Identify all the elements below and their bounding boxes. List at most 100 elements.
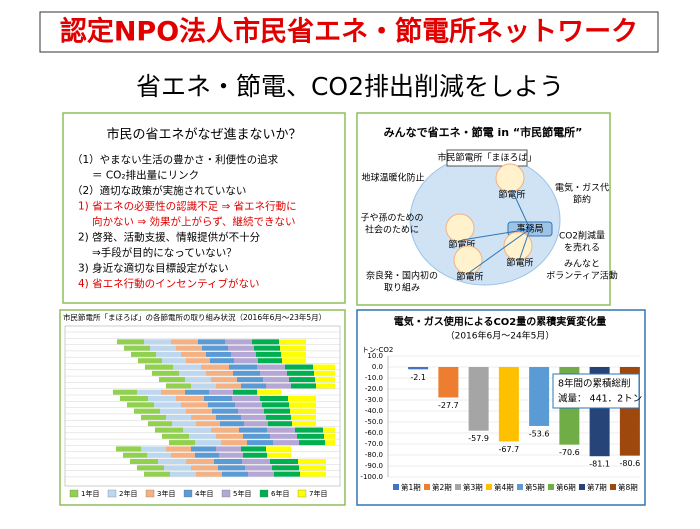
legend-label: 第2期	[432, 482, 452, 492]
table-cell	[229, 364, 257, 370]
table-cell	[289, 377, 315, 383]
table-cell	[239, 427, 267, 433]
table-cell	[181, 351, 206, 357]
table-cell	[134, 408, 160, 414]
legend-swatch	[579, 484, 585, 490]
table-cell	[274, 471, 300, 477]
text-line: （1）やまない生活の豊かさ・利便性の追求	[72, 153, 279, 166]
value-label: -81.1	[589, 460, 610, 469]
center-label: 市民節電所「まほろば」	[437, 152, 536, 164]
text-line: ⇒手段が目的になっていない？	[92, 246, 237, 259]
table-cell	[216, 433, 243, 439]
legend-swatch	[221, 489, 231, 498]
table-cell	[291, 414, 316, 420]
node-label: 節電所	[498, 189, 525, 201]
arrow	[469, 228, 531, 273]
text-line: （2）適切な政策が実施されていない	[72, 184, 246, 197]
y-tick-label: -40.0	[365, 407, 383, 415]
legend-label: 第7期	[587, 482, 607, 492]
y-tick-label: -10.0	[365, 374, 383, 382]
legend-label: 1年目	[81, 489, 99, 498]
text-line: 3) 身近な適切な目標設定がない	[78, 262, 229, 275]
legend-swatch	[107, 489, 117, 498]
table-cell	[299, 440, 325, 446]
table-cell	[243, 433, 270, 439]
table-cell	[183, 427, 211, 433]
table-cell	[220, 421, 244, 427]
table-cell	[169, 440, 195, 446]
table-cell	[206, 370, 233, 376]
table-cell	[186, 459, 214, 464]
table-cell	[113, 389, 137, 395]
table-cell	[191, 383, 216, 389]
table-cell	[279, 339, 306, 345]
table-cell	[247, 440, 273, 446]
table-cell	[202, 345, 228, 351]
legend-swatch	[145, 489, 155, 498]
table-cell	[214, 459, 242, 464]
table-cell	[266, 414, 291, 420]
table-cell	[117, 339, 144, 345]
table-cell	[181, 402, 208, 408]
y-tick-label: -30.0	[365, 396, 383, 404]
legend-swatch	[548, 484, 554, 490]
table-cell	[221, 440, 247, 446]
table-cell	[300, 471, 326, 477]
table-cell	[144, 339, 171, 345]
table-cell	[206, 351, 231, 357]
table-cell	[244, 421, 268, 427]
table-cell	[141, 446, 166, 452]
table-cell	[233, 389, 257, 395]
bar	[468, 367, 489, 431]
table-cell	[237, 377, 263, 383]
table-cell	[137, 465, 164, 471]
table-cell	[256, 351, 281, 357]
network-ellipse	[409, 154, 561, 286]
table-cell	[176, 396, 204, 401]
value-label: -53.6	[529, 429, 550, 438]
table-cell	[235, 402, 262, 408]
legend-swatch	[486, 484, 492, 490]
table-cell	[252, 339, 279, 345]
legend-label: 第1期	[401, 482, 421, 492]
table-cell	[171, 339, 198, 345]
table-cell	[141, 414, 166, 420]
table-cell	[204, 396, 232, 401]
legend-swatch	[517, 484, 523, 490]
y-tick-label: -50.0	[365, 418, 383, 426]
table-cell	[280, 345, 306, 351]
table-cell	[241, 446, 266, 452]
table-cell	[166, 383, 191, 389]
table-cell	[161, 389, 185, 395]
chart-subtitle: （2016年6月～24年5月）	[446, 330, 555, 342]
table-cell	[263, 377, 289, 383]
table-cell	[285, 364, 313, 370]
left-panel	[62, 112, 346, 304]
table-cell	[198, 339, 225, 345]
benefit-label: 取り組み	[384, 282, 420, 294]
table-cell	[288, 396, 316, 401]
table-cell	[325, 440, 335, 446]
value-label: -67.7	[499, 445, 520, 454]
text-line: 2) 啓発、活動支援、情報提供が不十分	[78, 231, 261, 244]
y-tick-label: -60.0	[365, 429, 383, 437]
table-cell	[299, 465, 326, 471]
node-label: 節電所	[506, 257, 533, 269]
arrow	[511, 189, 531, 230]
table-cell	[191, 414, 216, 420]
legend-swatch	[393, 484, 399, 490]
table-cell	[185, 389, 209, 395]
node-icon	[503, 231, 533, 261]
table-cell	[172, 421, 196, 427]
table-cell	[291, 383, 316, 389]
panel-title: みんなで省エネ・節電 in “市民節電所”	[384, 125, 583, 139]
table-cell	[281, 351, 306, 357]
table-cell	[195, 440, 221, 446]
table-cell	[272, 465, 299, 471]
node-icon	[445, 213, 475, 243]
table-cell	[264, 408, 290, 414]
table-cell	[292, 421, 316, 427]
table-cell	[191, 465, 218, 471]
text-line: 向かない ⇒ 効果が上がらず、継続できない	[92, 215, 296, 228]
